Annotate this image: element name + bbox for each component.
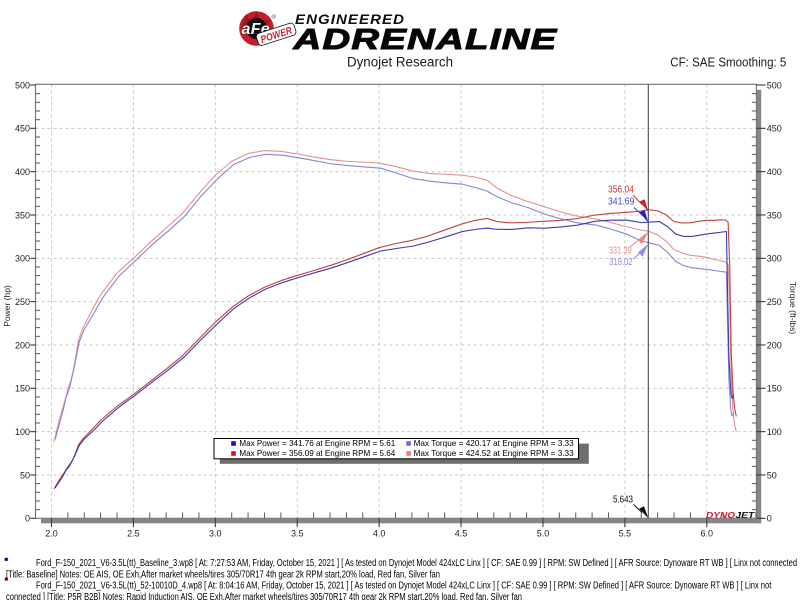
svg-text:0: 0 <box>25 514 30 524</box>
svg-text:Max Power = 341.76 at Engine R: Max Power = 341.76 at Engine RPM = 5.61 <box>239 438 395 448</box>
svg-text:250: 250 <box>767 297 782 307</box>
svg-text:ENGINEERED: ENGINEERED <box>295 12 405 27</box>
svg-text:200: 200 <box>767 340 782 350</box>
svg-text:450: 450 <box>15 124 30 134</box>
svg-text:4.5: 4.5 <box>455 528 468 538</box>
svg-text:Dynojet Research: Dynojet Research <box>347 55 453 70</box>
svg-text:JET: JET <box>735 511 755 520</box>
svg-text:ADRENALINE: ADRENALINE <box>292 24 558 56</box>
svg-text:2.0: 2.0 <box>45 528 58 538</box>
svg-text:500: 500 <box>767 80 782 90</box>
svg-text:100: 100 <box>15 427 30 437</box>
svg-text:3.5: 3.5 <box>291 528 304 538</box>
svg-text:2.5: 2.5 <box>127 528 140 538</box>
svg-text:CF: SAE Smoothing: 5: CF: SAE Smoothing: 5 <box>670 55 786 70</box>
svg-text:4.0: 4.0 <box>373 528 386 538</box>
svg-text:500: 500 <box>15 80 30 90</box>
svg-text:100: 100 <box>767 427 782 437</box>
svg-text:50: 50 <box>20 470 30 480</box>
svg-text:6.0: 6.0 <box>701 528 714 538</box>
svg-text:Max Torque = 420.17 at Engine: Max Torque = 420.17 at Engine RPM = 3.33 <box>414 438 574 448</box>
svg-text:5.643: 5.643 <box>613 494 633 505</box>
svg-text:Ford_F-150_2021_V6-3.5L(tt)_Ba: Ford_F-150_2021_V6-3.5L(tt)_Baseline_3.w… <box>36 558 797 569</box>
svg-text:[Title: Baseline] Notes: OE A: [Title: Baseline] Notes: OE AIS, OE Exh,… <box>6 569 440 580</box>
svg-text:0: 0 <box>767 514 772 524</box>
svg-text:331.39: 331.39 <box>609 245 632 256</box>
svg-text:150: 150 <box>15 384 30 394</box>
svg-text:400: 400 <box>15 167 30 177</box>
svg-text:200: 200 <box>15 340 30 350</box>
svg-text:Max Torque = 424.52 at Engine: Max Torque = 424.52 at Engine RPM = 3.33 <box>414 448 574 458</box>
svg-text:Max Power = 356.09 at Engine R: Max Power = 356.09 at Engine RPM = 5.64 <box>239 448 395 458</box>
svg-text:350: 350 <box>15 210 30 220</box>
svg-text:341.69: 341.69 <box>608 197 634 208</box>
svg-text:150: 150 <box>767 384 782 394</box>
svg-text:Ford_F-150_2021_V6-3.5L(tt)_52: Ford_F-150_2021_V6-3.5L(tt)_52-10010D_4.… <box>36 581 772 592</box>
svg-text:DYNO: DYNO <box>706 511 736 520</box>
svg-text:5.5: 5.5 <box>619 528 632 538</box>
svg-text:300: 300 <box>767 254 782 264</box>
svg-text:450: 450 <box>767 124 782 134</box>
svg-text:400: 400 <box>767 167 782 177</box>
svg-text:Power (hp): Power (hp) <box>2 285 12 327</box>
svg-text:Torque (ft-lbs): Torque (ft-lbs) <box>788 282 798 335</box>
svg-text:R: R <box>273 15 276 19</box>
svg-text:250: 250 <box>15 297 30 307</box>
svg-text:5.0: 5.0 <box>537 528 550 538</box>
svg-text:356.04: 356.04 <box>608 185 635 196</box>
svg-text:connected ] [Title: P5R B2B]: connected ] [Title: P5R B2B] Notes: Rapi… <box>6 592 522 600</box>
svg-text:318.02: 318.02 <box>609 257 632 268</box>
svg-text:50: 50 <box>767 470 777 480</box>
svg-text:300: 300 <box>15 254 30 264</box>
svg-text:350: 350 <box>767 210 782 220</box>
svg-text:3.0: 3.0 <box>209 528 222 538</box>
